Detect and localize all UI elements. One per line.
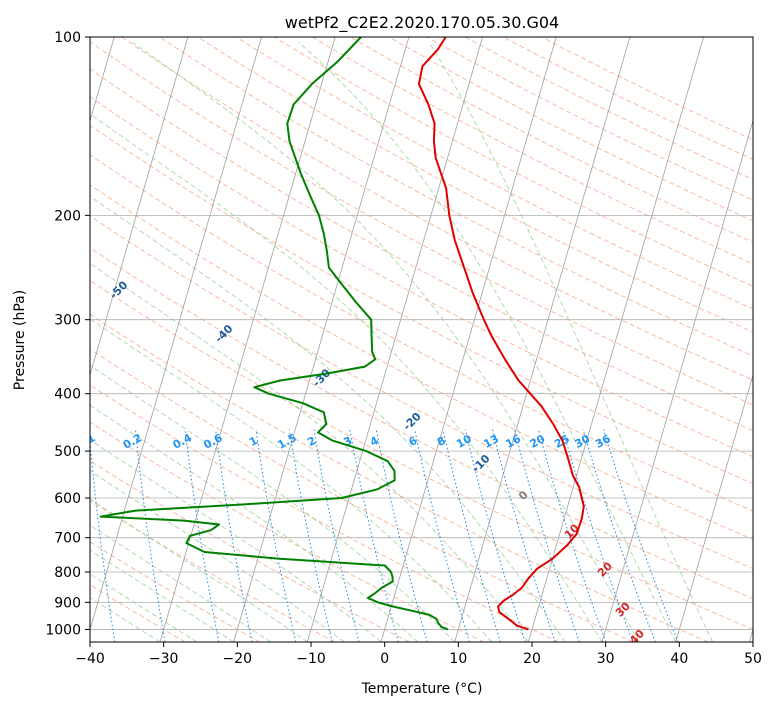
x-tick-label: 0 [380,651,389,667]
x-axis-label: Temperature (°C) [361,681,483,697]
y-tick-label: 500 [54,444,81,460]
y-tick-label: 700 [54,531,81,547]
y-tick-label: 400 [54,387,81,403]
x-tick-label: −40 [75,651,105,667]
x-tick-label: 50 [744,651,762,667]
chart-title: wetPf2_C2E2.2020.170.05.30.G04 [285,13,559,33]
x-tick-label: −20 [223,651,253,667]
y-tick-label: 100 [54,30,81,46]
y-tick-label: 300 [54,313,81,329]
x-tick-label: −10 [296,651,326,667]
y-tick-label: 800 [54,565,81,581]
x-tick-label: 30 [597,651,615,667]
y-tick-label: 200 [54,208,81,224]
x-tick-label: 10 [449,651,467,667]
y-tick-label: 600 [54,491,81,507]
y-tick-label: 900 [54,595,81,611]
y-tick-label: 1000 [45,622,81,638]
y-axis-label: Pressure (hPa) [12,290,28,390]
x-tick-label: 40 [670,651,688,667]
x-tick-label: 20 [523,651,541,667]
x-tick-label: −30 [149,651,179,667]
